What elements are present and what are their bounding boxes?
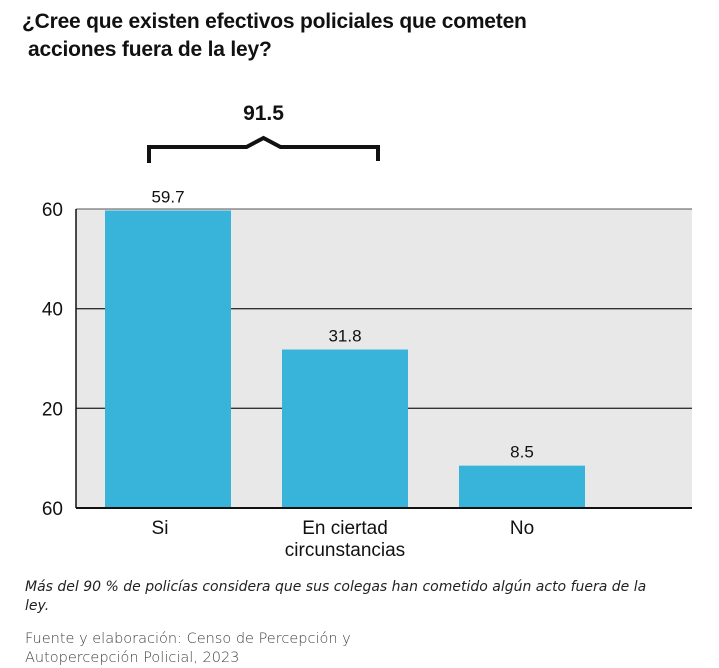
source-line-1: Fuente y elaboración: Censo de Percepció… [25,631,351,647]
y-tick-label: 60 [42,200,63,221]
bar-2 [459,465,585,508]
value-label: 31.8 [328,327,361,346]
y-tick-label: 40 [42,300,63,321]
axes [75,209,692,509]
value-label: 59.7 [151,187,184,206]
x-tick-label: circunstancias [285,540,405,561]
bracket-annotation: 91.5 [147,102,380,163]
chart-title-line-1: ¿Cree que existen efectivos policiales q… [22,10,527,33]
y-tick-label: 60 [42,499,63,520]
bracket-label: 91.5 [243,102,284,125]
chart-note: Más del 90 % de policías considera que s… [25,579,647,614]
value-label: 8.5 [510,443,534,462]
x-tick-label: No [510,518,534,539]
source-line-2: Autopercepción Policial, 2023 [25,650,240,666]
bar-1 [282,349,408,508]
chart-title: ¿Cree que existen efectivos policiales q… [22,8,527,64]
y-tick-label: 20 [42,399,63,420]
x-tick-label: Si [152,518,169,539]
y-axis-ticks: 60 40 20 60 [42,200,63,520]
chart-source: Fuente y elaboración: Censo de Percepció… [25,630,665,668]
chart-title-line-2: acciones fuera de la ley? [28,38,272,61]
bar-0 [105,210,231,508]
value-labels: 59.7 31.8 8.5 [151,187,533,461]
bracket-shape [147,135,380,163]
x-tick-label: En ciertad [302,518,388,539]
bars [105,210,585,508]
